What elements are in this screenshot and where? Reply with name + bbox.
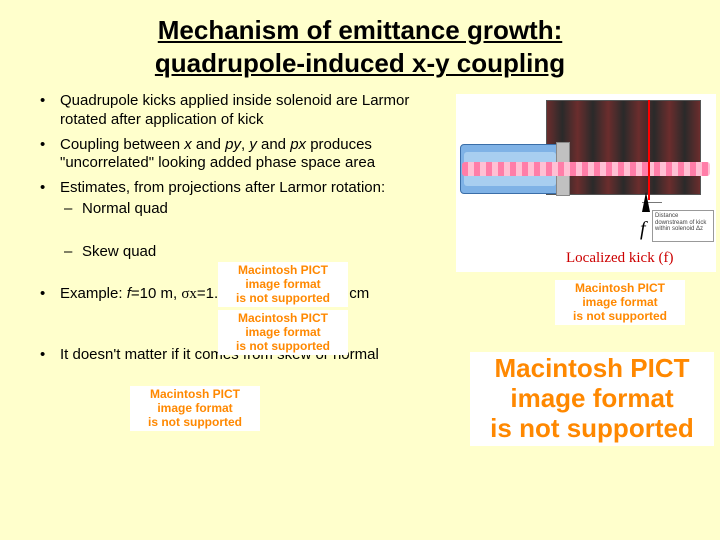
pict-placeholder-skew: Macintosh PICTimage formatis not support…	[218, 310, 348, 355]
t: f	[640, 218, 646, 240]
t: y	[249, 136, 257, 153]
t: Example:	[60, 285, 127, 302]
t: px	[290, 136, 306, 153]
t: Normal quad	[82, 200, 168, 217]
diagram-dz-label: Distance downstream of kick within solen…	[652, 210, 714, 242]
bullet-1-text: Quadrupole kicks applied inside solenoid…	[60, 92, 409, 128]
t: Macintosh PICTimage formatis not support…	[236, 263, 330, 305]
t: and	[192, 136, 225, 153]
title-line-1: Mechanism of emittance growth:	[158, 15, 563, 45]
slide-title: Mechanism of emittance growth: quadrupol…	[0, 0, 720, 81]
t: Skew quad	[82, 243, 156, 260]
t: and	[257, 136, 290, 153]
diagram-f-label: f	[640, 218, 646, 241]
diagram-caption: Localized kick (f)	[566, 250, 673, 267]
t: x	[184, 136, 192, 153]
t: Localized kick (f)	[566, 250, 673, 266]
t: Macintosh PICTimage formatis not support…	[573, 281, 667, 323]
t: Macintosh PICTimage formatis not support…	[148, 387, 242, 429]
diagram-kick-line	[648, 100, 650, 200]
title-line-2: quadrupole-induced x-y coupling	[155, 48, 565, 78]
t: Coupling between	[60, 136, 184, 153]
pict-placeholder-side: Macintosh PICTimage formatis not support…	[555, 280, 685, 325]
t: Macintosh PICTimage formatis not support…	[236, 311, 330, 353]
t: Macintosh PICTimage formatis not support…	[490, 353, 694, 443]
pict-placeholder-large: Macintosh PICTimage formatis not support…	[470, 352, 714, 446]
t: σx	[181, 286, 197, 302]
pict-placeholder-example: Macintosh PICTimage formatis not support…	[130, 386, 260, 431]
bullet-3-text: Estimates, from projections after Larmor…	[60, 179, 385, 196]
sub-skew-quad: Skew quad	[60, 243, 444, 262]
pict-placeholder-normal: Macintosh PICTimage formatis not support…	[218, 262, 348, 307]
solenoid-diagram: Distance downstream of kick within solen…	[456, 94, 716, 272]
t: py	[225, 136, 241, 153]
t: Distance downstream of kick within solen…	[655, 213, 706, 232]
bullet-3: Estimates, from projections after Larmor…	[34, 179, 444, 261]
t: =10 m,	[131, 285, 181, 302]
bullet-2: Coupling between x and py, y and px prod…	[34, 136, 444, 174]
diagram-beamline	[462, 162, 710, 176]
bullet-1: Quadrupole kicks applied inside solenoid…	[34, 92, 444, 130]
sub-normal-quad: Normal quad	[60, 200, 444, 219]
